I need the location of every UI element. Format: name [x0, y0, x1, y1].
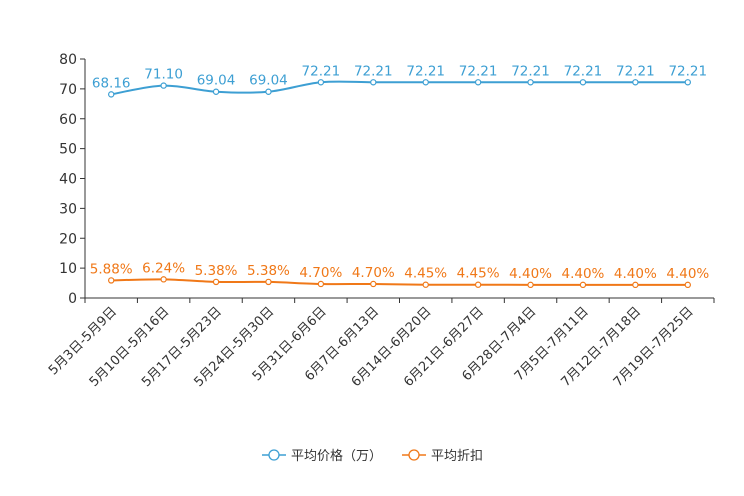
- data-point[interactable]: [474, 281, 482, 288]
- data-point[interactable]: [212, 88, 220, 95]
- y-tick-label: 70: [59, 82, 77, 98]
- data-label: 72.21: [668, 63, 707, 79]
- y-tick-label: 80: [59, 52, 77, 68]
- legend-marker-icon: [408, 449, 420, 461]
- data-point[interactable]: [108, 91, 115, 98]
- data-label: 72.21: [459, 63, 498, 79]
- y-tick-label: 60: [59, 112, 77, 128]
- x-axis-labels: 5月3日-5月9日5月10日-5月16日5月17日-5月23日5月24日-5月3…: [46, 304, 697, 390]
- data-point[interactable]: [160, 82, 167, 89]
- y-tick-label: 0: [68, 291, 77, 307]
- data-label: 72.21: [511, 63, 550, 79]
- data-label: 5.38%: [195, 263, 238, 279]
- data-point[interactable]: [370, 79, 377, 86]
- data-label: 5.88%: [90, 261, 133, 277]
- legend[interactable]: 平均价格（万） 平均折扣: [262, 448, 483, 464]
- series-line: [111, 80, 688, 96]
- data-label: 72.21: [302, 63, 341, 79]
- data-label: 68.16: [92, 75, 131, 91]
- data-label: 72.21: [354, 63, 393, 79]
- data-label: 72.21: [616, 63, 655, 79]
- data-point[interactable]: [265, 88, 272, 95]
- data-label: 4.40%: [562, 266, 605, 282]
- y-tick-label: 20: [59, 231, 77, 247]
- series-2: 5.88% 6.24% 5.38% 5.38% 4.70% 4.70% 4.45% 4.45%…: [90, 260, 709, 289]
- data-point[interactable]: [632, 281, 639, 289]
- data-point[interactable]: [212, 278, 220, 286]
- data-label: 4.70%: [352, 265, 395, 281]
- legend-item-2[interactable]: 平均折扣: [402, 449, 483, 464]
- data-point[interactable]: [684, 79, 691, 86]
- data-label: 4.70%: [299, 265, 342, 281]
- series-1: 68.16 71.10 69.04 69.04 72.21 72.21 72.21 72.21…: [92, 63, 707, 98]
- data-label: 4.40%: [614, 266, 657, 282]
- data-point[interactable]: [422, 281, 429, 288]
- legend-label: 平均折扣: [431, 449, 483, 464]
- data-label: 4.45%: [404, 266, 447, 282]
- data-label: 72.21: [564, 63, 603, 79]
- data-point[interactable]: [265, 278, 272, 286]
- data-label: 4.45%: [457, 266, 500, 282]
- legend-label: 平均价格（万）: [291, 448, 382, 464]
- y-tick-label: 40: [59, 172, 77, 188]
- series-layer: 68.16 71.10 69.04 69.04 72.21 72.21 72.21 72.21…: [90, 63, 709, 289]
- y-tick-label: 10: [59, 261, 77, 277]
- data-point[interactable]: [632, 79, 639, 86]
- y-tick-label: 50: [59, 142, 77, 158]
- data-label: 72.21: [406, 63, 445, 79]
- data-point[interactable]: [579, 79, 587, 86]
- data-point[interactable]: [527, 79, 534, 86]
- legend-item-1[interactable]: 平均价格（万）: [262, 448, 382, 464]
- data-point[interactable]: [422, 79, 429, 86]
- y-tick-label: 30: [59, 201, 77, 217]
- data-label: 4.40%: [509, 266, 552, 282]
- data-point[interactable]: [317, 280, 325, 288]
- data-label: 6.24%: [142, 260, 185, 276]
- data-label: 69.04: [249, 73, 288, 89]
- data-point[interactable]: [474, 79, 482, 86]
- data-label: 71.10: [144, 67, 183, 83]
- data-label: 69.04: [197, 73, 236, 89]
- data-label: 5.38%: [247, 263, 290, 279]
- data-point[interactable]: [108, 277, 115, 284]
- series-line: [111, 278, 688, 286]
- legend-marker-icon: [268, 449, 280, 461]
- data-point[interactable]: [370, 280, 377, 288]
- data-point[interactable]: [317, 79, 325, 86]
- axes: 0 10 20 30 40 50 60 70 80: [59, 52, 715, 307]
- data-point[interactable]: [579, 281, 587, 289]
- data-label: 4.40%: [666, 266, 709, 282]
- data-point[interactable]: [527, 281, 534, 289]
- data-point[interactable]: [684, 281, 691, 289]
- data-point[interactable]: [160, 276, 167, 283]
